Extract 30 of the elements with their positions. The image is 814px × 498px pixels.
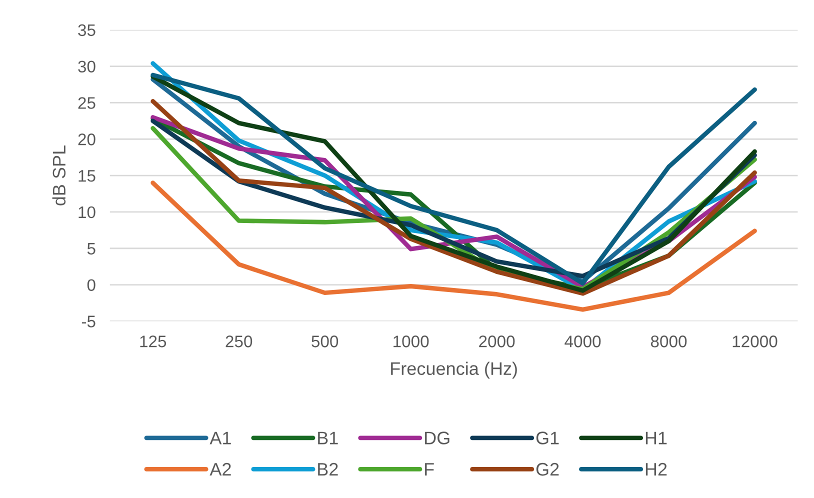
legend-label: B1 — [318, 432, 338, 444]
line-series — [150, 180, 757, 312]
legend-label: B2 — [318, 462, 338, 476]
y-tick-label: 20 — [78, 134, 96, 146]
legend-label: H1 — [646, 432, 667, 444]
x-tick-label: 12000 — [732, 336, 778, 348]
y-tick-label: -5 — [82, 316, 96, 328]
y-tick-label: 35 — [78, 24, 96, 36]
y-tick-label: 15 — [78, 170, 96, 182]
y-tick-label: 25 — [78, 97, 96, 109]
y-axis-title: dB SPL — [52, 146, 66, 206]
x-tick-label: 4000 — [564, 336, 601, 348]
x-axis-title: Frecuencia (Hz) — [391, 362, 517, 379]
legend-label: DG — [425, 432, 450, 444]
y-tick-label: 5 — [87, 242, 96, 255]
x-tick-label: 8000 — [650, 336, 687, 348]
legend-label: H2 — [646, 462, 667, 476]
legend-label: G1 — [536, 432, 559, 444]
legend-label: A1 — [210, 432, 231, 444]
y-tick-label: 10 — [78, 206, 96, 218]
x-tick-label: 2000 — [479, 336, 515, 348]
y-tick-label: 30 — [78, 60, 96, 72]
y-tick-label: 0 — [87, 279, 96, 291]
x-tick-label: 500 — [312, 336, 338, 348]
x-tick-label: 1000 — [394, 336, 429, 348]
x-tick-label: 250 — [226, 336, 252, 348]
x-tick-label: 125 — [140, 336, 166, 348]
legend-label: G2 — [536, 462, 559, 476]
legend-label: F — [425, 463, 434, 476]
legend-label: A2 — [210, 462, 231, 476]
